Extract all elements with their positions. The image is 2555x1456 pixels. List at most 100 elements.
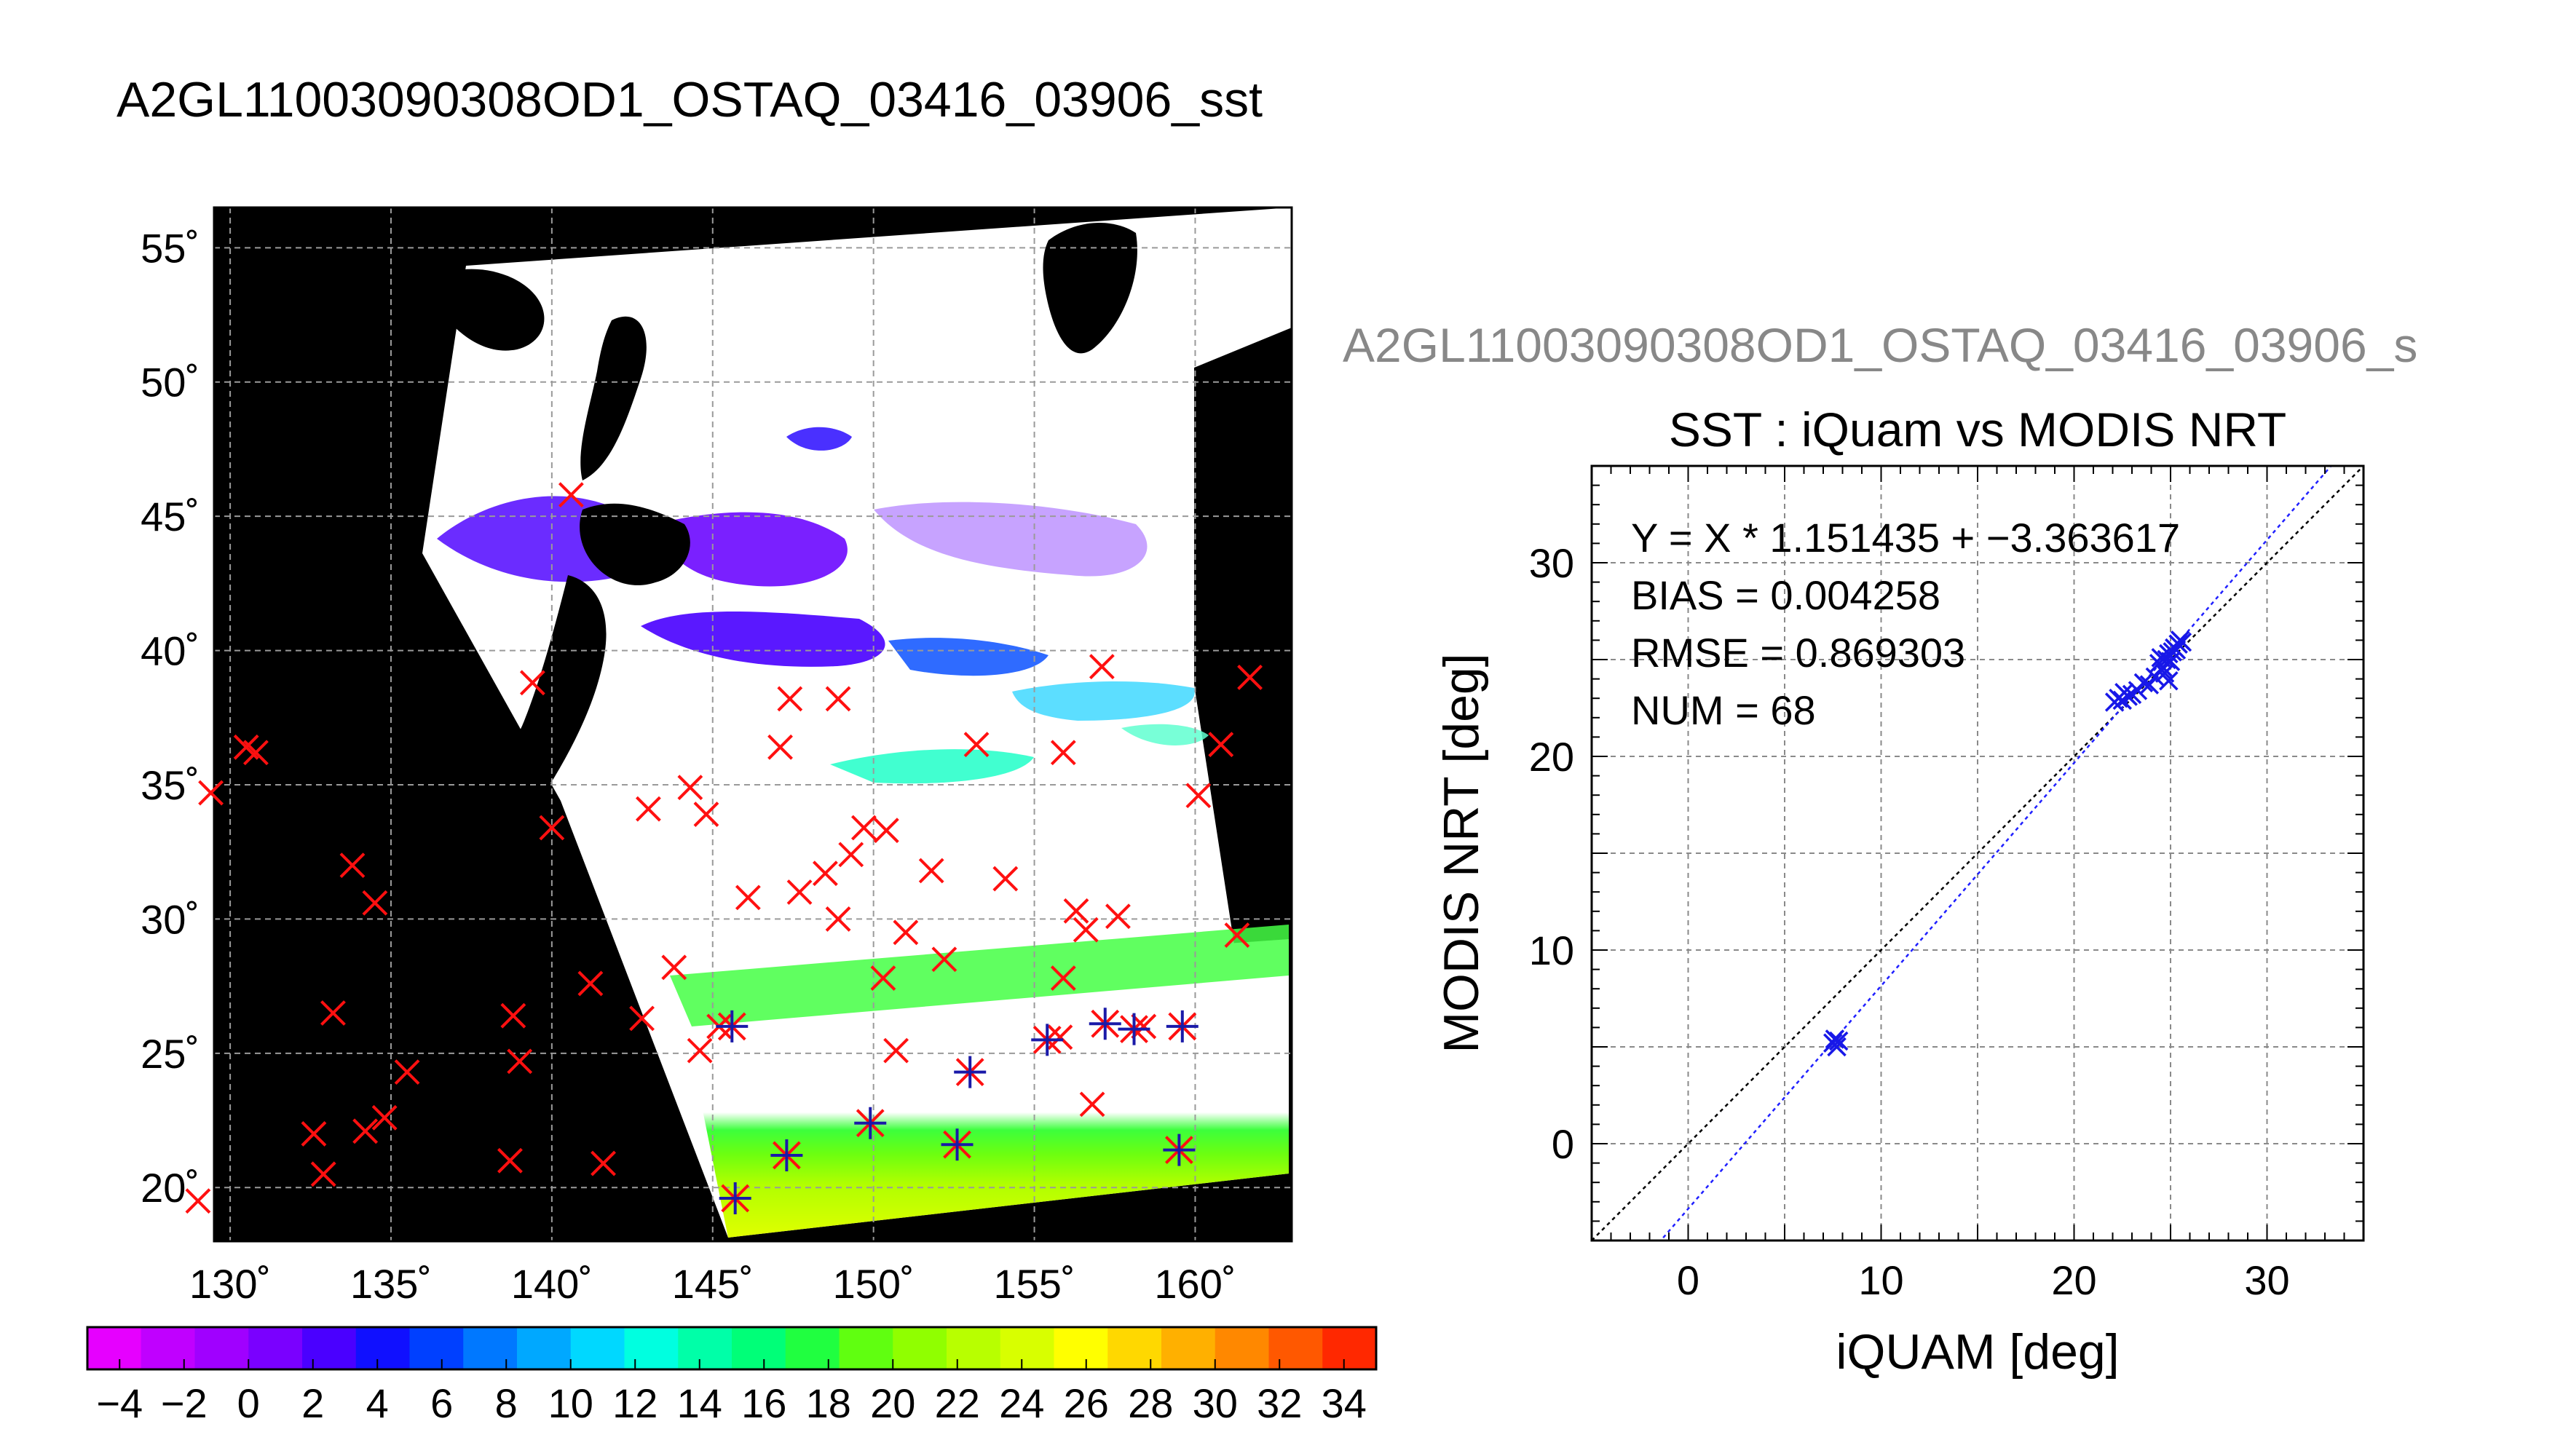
cold-sst-region (888, 638, 1049, 676)
scatter-point (2160, 652, 2181, 671)
blue-star-marker (1118, 1013, 1150, 1045)
scatter-annotation: RMSE = 0.869303 (1631, 630, 1965, 676)
red-x-marker (825, 686, 851, 712)
colorbar-tick-label: 0 (237, 1380, 260, 1426)
scatter-x-tick-label: 0 (1677, 1257, 1699, 1303)
colorbar-cell (87, 1327, 142, 1369)
colorbar-tick-label: 28 (1128, 1380, 1173, 1426)
colorbar-cell (1215, 1327, 1270, 1369)
scatter-point (2145, 667, 2165, 687)
map-x-tick-label: 150˚ (833, 1261, 915, 1307)
colorbar-tick-label: 12 (612, 1380, 657, 1426)
kamchatka-land (1043, 223, 1137, 354)
red-x-marker (577, 970, 604, 997)
map-frame (213, 206, 1293, 1243)
map-grid (214, 207, 1292, 1241)
red-x-marker (310, 1161, 336, 1187)
colorbar-tick-label: 24 (999, 1380, 1044, 1426)
scatter-annotation: Y = X * 1.151435 + −3.363617 (1631, 515, 2180, 561)
red-x-marker (893, 919, 919, 946)
red-x-marker (500, 1002, 526, 1029)
red-x-marker (629, 1005, 655, 1032)
scatter-annotation: BIAS = 0.004258 (1631, 572, 1940, 618)
scatter-y-tick-label: 20 (1529, 734, 1574, 780)
map-y-tick-label: 40˚ (141, 628, 200, 674)
scatter-point (2159, 671, 2179, 691)
blue-star-marker (716, 1010, 749, 1042)
red-x-marker (362, 890, 388, 916)
red-x-marker (198, 780, 224, 806)
scatter-point (1828, 1031, 1849, 1051)
red-x-marker (693, 802, 719, 827)
mainland-land (437, 269, 545, 351)
colorbar-tick-label: 16 (741, 1380, 786, 1426)
map-x-tick-label: 130˚ (189, 1261, 271, 1307)
scatter-y-tick-label: 10 (1529, 927, 1574, 973)
cool-sst-region (830, 749, 1034, 784)
colorbar-tick-label: 26 (1064, 1380, 1109, 1426)
colorbar-tick-label: 8 (495, 1380, 518, 1426)
scatter-grid (1592, 466, 2364, 1241)
colorbar-cell (1322, 1327, 1377, 1369)
red-x-marker (838, 842, 864, 868)
red-x-marker (870, 965, 896, 991)
map-y-axis: 20˚ 25˚ 30˚ 35˚ 40˚ 45˚ 50˚ 55˚ (141, 225, 200, 1211)
colorbar-tick-label: 34 (1322, 1380, 1367, 1426)
red-x-marker (558, 482, 584, 508)
colorbar-cell (194, 1327, 250, 1369)
colorbar-tick-label: 2 (301, 1380, 324, 1426)
cool-sst-region (1121, 724, 1209, 745)
colorbar-tick-label: 22 (935, 1380, 980, 1426)
red-x-marker (1208, 732, 1234, 758)
map-y-tick-label: 25˚ (141, 1031, 200, 1077)
scatter-x-label: iQUAM [deg] (1836, 1324, 2119, 1380)
cold-sst-region (786, 427, 852, 451)
red-x-marker (992, 866, 1019, 892)
scatter-point (1825, 1029, 1845, 1049)
scatter-annotations: Y = X * 1.151435 + −3.363617 BIAS = 0.004… (1631, 515, 2180, 733)
colorbar-cell (1107, 1327, 1162, 1369)
red-x-marker (883, 1037, 909, 1064)
colorbar-tick-label: 10 (548, 1380, 593, 1426)
blue-star-marker (1089, 1008, 1121, 1040)
colorbar-cell (517, 1327, 572, 1369)
colorbar-tick-label: 4 (366, 1380, 389, 1426)
map-x-tick-label: 135˚ (350, 1261, 432, 1307)
red-x-marker (320, 1000, 346, 1026)
map-x-tick-label: 145˚ (672, 1261, 754, 1307)
red-x-marker (636, 796, 661, 822)
red-x-marker (519, 670, 545, 696)
colorbar-cells (87, 1327, 1377, 1369)
map-markers (185, 482, 1263, 1214)
scatter-subtitle: A2GL11003090308OD1_OSTAQ_03416_03906_s (1343, 318, 2417, 372)
map-y-tick-label: 45˚ (141, 494, 200, 539)
red-x-marker (661, 954, 687, 981)
scatter-x-tick-label: 30 (2244, 1257, 2289, 1303)
colorbar-cell (732, 1327, 786, 1369)
sst-map: 130˚ 135˚ 140˚ 145˚ 150˚ 155˚ 160˚ 20˚ 25˚ 30˚ 35… (141, 206, 1293, 1307)
red-x-marker (812, 860, 838, 887)
scatter-point (1823, 1033, 1843, 1053)
red-x-marker (777, 686, 803, 712)
one-to-one-line (1592, 466, 2364, 1241)
scatter-x-tick-label: 10 (1858, 1257, 1903, 1303)
red-x-marker (1131, 1013, 1157, 1040)
map-y-tick-label: 55˚ (141, 225, 200, 271)
blue-star-marker (770, 1139, 803, 1171)
red-x-marker (539, 815, 565, 841)
colorbar-labels: −4 −2 0 2 4 6 8 10 12 14 16 18 20 22 24 26 28 30 32 34 (96, 1359, 1367, 1426)
red-x-marker (1089, 654, 1115, 680)
scatter-x-tick-label: 20 (2051, 1257, 2096, 1303)
colorbar-cell (1000, 1327, 1055, 1369)
red-x-marker (677, 775, 703, 801)
colorbar-cell (678, 1327, 732, 1369)
colorbar-cell (141, 1327, 196, 1369)
scatter-point (2112, 690, 2132, 711)
colorbar-tick-label: 18 (806, 1380, 851, 1426)
scatter-point (2139, 675, 2160, 695)
cool-sst-region (1012, 681, 1195, 721)
colorbar-tick-label: 32 (1257, 1380, 1302, 1426)
colorbar-frame (86, 1326, 1378, 1371)
scatter-plot: A2GL11003090308OD1_OSTAQ_03416_03906_s S… (1343, 318, 2417, 1380)
mid-sst-band (670, 925, 1289, 1026)
